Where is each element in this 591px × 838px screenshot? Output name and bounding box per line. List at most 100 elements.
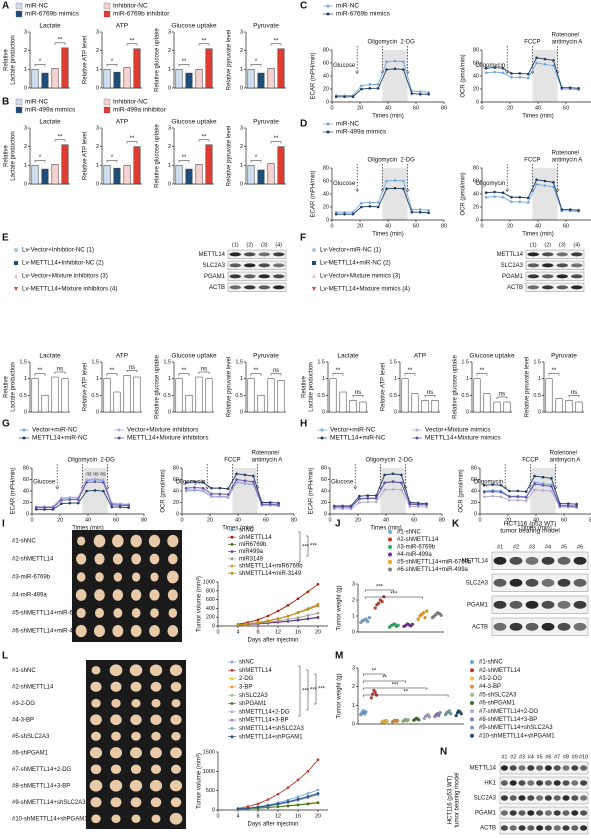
y-tick-label: 0.5: [317, 393, 325, 399]
legend-swatch: [103, 2, 111, 10]
significance-bracket: [364, 596, 423, 599]
y-axis-label: Relative ATP level: [83, 363, 89, 411]
significance-label: **: [336, 368, 341, 374]
x-tick-label: 60: [113, 517, 119, 523]
series-line: [334, 488, 427, 510]
bar: [31, 165, 39, 185]
injection-label: Oligomycin: [476, 181, 506, 187]
legend-marker: [388, 560, 392, 564]
significance-label: **: [274, 136, 279, 142]
data-point: [286, 804, 290, 808]
tumor: [93, 624, 106, 638]
data-point: [535, 182, 538, 186]
injection-label: 2-DG: [400, 158, 415, 164]
tumor: [167, 589, 178, 601]
blot-band: [229, 263, 242, 268]
injection-label: antimycin A: [552, 40, 583, 46]
injection-label: Oligomycin: [368, 158, 398, 164]
chart-title: Lactate: [39, 23, 61, 30]
injection-label: Oligomycin: [474, 479, 504, 485]
legend-label: Vector+Mixture mimics: [425, 427, 491, 434]
y-tick-label: 0.5: [235, 393, 243, 399]
y-tick-label: 1: [322, 376, 325, 382]
significance-label: **: [182, 59, 187, 65]
legend-marker: [415, 436, 419, 440]
significance-bracket: [250, 64, 262, 67]
bar: [401, 378, 409, 413]
significance-label: ***: [302, 545, 310, 551]
tumor: [112, 589, 124, 601]
data-point: [543, 184, 547, 187]
x-tick-label: 0: [480, 223, 483, 229]
data-point: [427, 211, 430, 215]
data-point: [493, 195, 496, 198]
significance-bracket: [270, 43, 282, 46]
data-point: [385, 179, 388, 183]
series-line: [484, 489, 577, 509]
lane-label: #2: [510, 754, 516, 760]
blot-band: [570, 274, 583, 279]
blot-band: [258, 263, 271, 268]
row-label: PGAM1: [467, 602, 489, 608]
legend-marker: [14, 248, 18, 252]
legend-marker: [415, 428, 419, 432]
bar: [257, 72, 265, 89]
tumor: [90, 714, 102, 726]
data-point: [252, 480, 255, 484]
lane-label: (4): [573, 242, 580, 248]
legend-label: shMETTL14+miR-3149: [239, 571, 302, 577]
significance-label: **: [408, 368, 413, 374]
data-point: [550, 485, 553, 488]
blot-band: [571, 765, 579, 771]
legend-label: 2-DG: [239, 676, 254, 682]
y-tick-label: 40: [473, 191, 479, 197]
significance-bracket: [178, 160, 190, 163]
data-point: [369, 696, 373, 700]
bar: [277, 380, 285, 413]
data-point: [358, 501, 361, 504]
data-point: [376, 83, 380, 86]
legend-marker: [470, 668, 474, 673]
significance-bracket: [54, 42, 66, 45]
significance-label: ***: [310, 688, 318, 694]
data-point: [393, 67, 397, 71]
data-point: [235, 472, 238, 476]
data-point: [201, 489, 205, 492]
blot-band: [527, 285, 540, 290]
x-axis-label: Times (min): [522, 232, 553, 238]
note: ns: [93, 471, 99, 477]
y-tick-label: 20: [473, 86, 479, 92]
legend-label: shMETTL14: [239, 668, 272, 674]
tumor: [90, 681, 102, 692]
bar: [565, 400, 573, 413]
y-tick-label: 3: [96, 29, 99, 35]
data-point: [368, 201, 372, 204]
blot-band: [509, 780, 517, 786]
data-point: [316, 604, 320, 607]
tumor: [93, 534, 106, 548]
y-tick-label: 0: [24, 85, 27, 91]
blot-band: [553, 825, 561, 831]
data-point: [373, 690, 377, 694]
legend-label: #7-shMETTL14+2-DG: [479, 709, 539, 715]
data-point: [541, 489, 545, 492]
tumor: [130, 714, 142, 726]
y-tick-label: 0: [168, 85, 171, 91]
data-point: [218, 494, 222, 498]
tumor-photo: [72, 530, 182, 642]
significance-label: ns: [355, 390, 361, 396]
legend-marker: [230, 564, 234, 568]
tumor: [111, 814, 121, 824]
data-point: [243, 479, 247, 482]
blot-band: [573, 578, 587, 587]
legend-marker: [230, 735, 234, 739]
x-tick-label: 80: [291, 517, 297, 523]
bar: [411, 393, 419, 413]
y-tick-label: 0.5: [91, 393, 99, 399]
legend-marker: [230, 702, 234, 705]
injection-label: FCCP: [224, 458, 240, 464]
y-tick-label: 1.5: [163, 359, 171, 365]
y-tick-label: 0: [352, 629, 355, 635]
x-tick-label: 80: [441, 223, 447, 229]
bar: [51, 376, 59, 413]
